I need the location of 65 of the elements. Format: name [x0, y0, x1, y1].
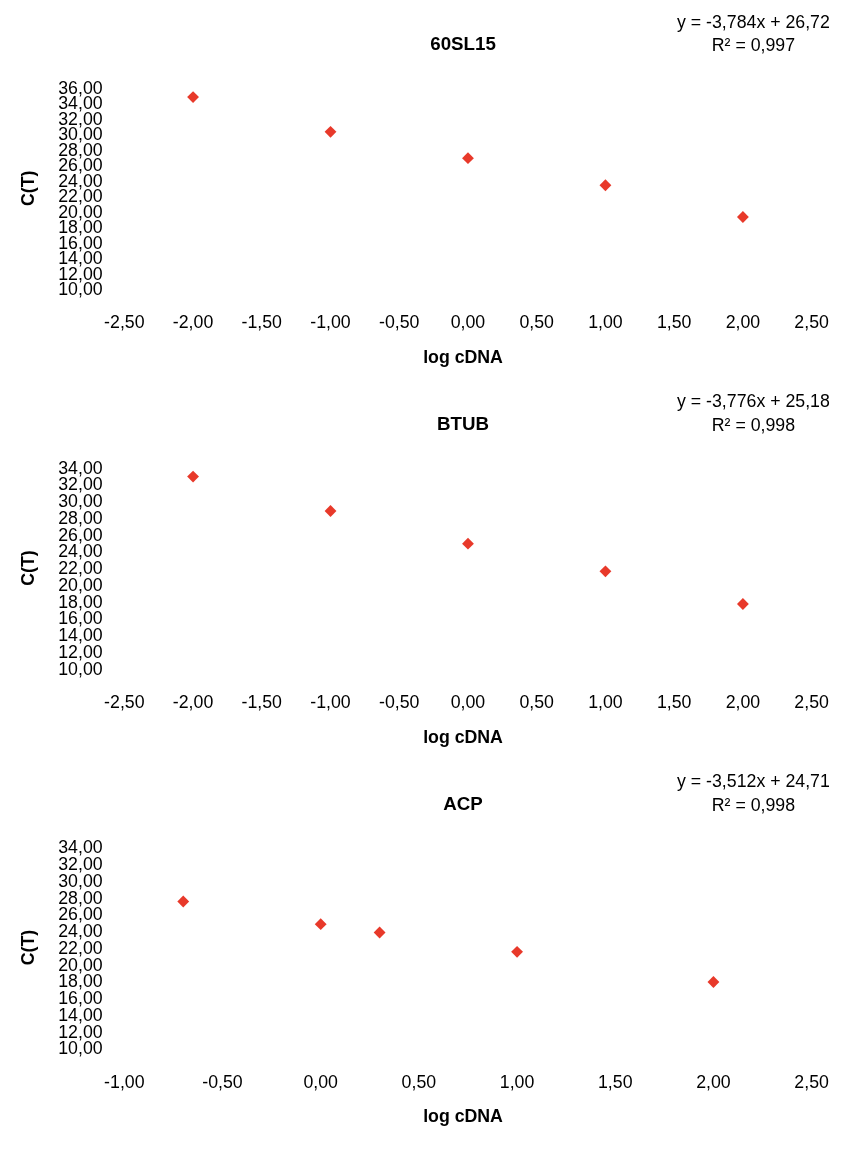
x-tick-label: 0,00 [450, 312, 486, 333]
x-tick-label: 1,00 [588, 312, 623, 333]
point [324, 505, 337, 517]
x-tick-label: 0,00 [303, 1071, 339, 1092]
x-tick-label: -1,00 [104, 1071, 145, 1092]
x-tick-label: 1,00 [499, 1071, 535, 1092]
y-tick-label: 30,00 [58, 491, 103, 512]
point [736, 598, 749, 610]
x-tick-label: 2,50 [794, 692, 830, 712]
x-tick-label: -1,50 [241, 692, 283, 712]
point [187, 91, 199, 103]
y-axis-title: C(T) [17, 550, 38, 586]
text: y = -3,784x + 26,72 [677, 11, 830, 32]
chart-title: ACP [443, 792, 483, 814]
x-tick-label: 1,50 [597, 1071, 633, 1092]
point [511, 945, 523, 958]
x-tick-label: 2,50 [794, 1071, 830, 1092]
x-tick-label: 2,00 [725, 312, 761, 333]
x-tick-label: 1,00 [588, 692, 623, 712]
x-axis-title: log cDNA [423, 726, 504, 747]
text: R² = 0,998 [711, 794, 796, 815]
x-tick-label: 0,50 [401, 1071, 437, 1092]
x-tick-label: -0,50 [379, 312, 420, 333]
text: R² = 0,998 [711, 414, 796, 435]
x-tick-label: 0,00 [450, 692, 486, 712]
chart-title: BTUB [437, 412, 490, 434]
x-tick-label: -0,50 [379, 692, 420, 712]
text: y = -3,776x + 25,18 [677, 391, 830, 412]
y-axis-title: C(T) [17, 929, 38, 966]
chart-title: 60SL15 [430, 33, 496, 55]
x-tick-label: -1,00 [310, 312, 351, 333]
x-tick-label: -0,50 [202, 1071, 243, 1092]
x-tick-label: 2,50 [794, 312, 830, 333]
x-tick-label: -1,00 [310, 692, 351, 712]
text: R² = 0,997 [711, 35, 796, 56]
x-axis-title: log cDNA [423, 1106, 504, 1127]
x-tick-label: -2,50 [104, 312, 145, 333]
x-tick-label: 2,00 [725, 692, 761, 712]
y-tick-label: 16,00 [58, 988, 103, 1009]
x-tick-label: -2,00 [172, 692, 214, 712]
point [314, 918, 327, 931]
point [462, 537, 474, 550]
point [707, 976, 720, 988]
y-tick-label: 34,00 [58, 457, 103, 478]
point [187, 470, 199, 483]
point [324, 125, 337, 138]
x-tick-label: 2,00 [696, 1071, 731, 1092]
point [177, 895, 190, 908]
y-tick-label: 24,00 [58, 921, 103, 942]
text: y = -3,512x + 24,71 [677, 770, 830, 791]
x-tick-label: 0,50 [519, 312, 555, 333]
point [599, 565, 612, 578]
point [599, 179, 612, 192]
x-tick-label: -1,50 [241, 312, 283, 333]
point [373, 926, 386, 939]
x-tick-label: -2,50 [104, 692, 145, 712]
x-tick-label: 1,50 [656, 312, 692, 333]
point [462, 152, 474, 165]
x-tick-label: 0,50 [519, 692, 555, 712]
y-axis-title: C(T) [17, 170, 38, 207]
x-tick-label: 1,50 [656, 692, 692, 712]
y-tick-label: 22,00 [58, 558, 103, 579]
x-axis-title: log cDNA [423, 346, 504, 367]
point [736, 211, 749, 223]
x-tick-label: -2,00 [172, 312, 214, 333]
